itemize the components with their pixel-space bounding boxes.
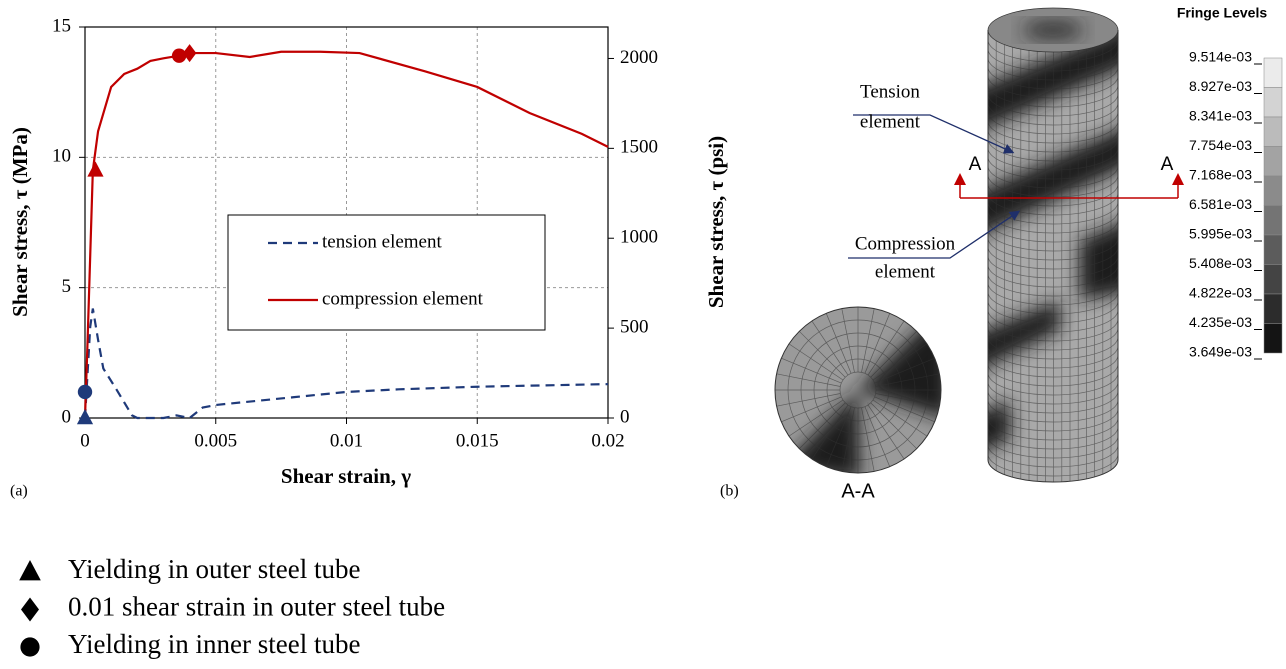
fringe-swatch <box>1264 147 1282 177</box>
annotation: Compression <box>855 233 956 254</box>
annotation: element <box>875 261 936 282</box>
fringe-label: 5.995e-03 <box>1189 226 1252 242</box>
marker <box>172 48 186 62</box>
fringe-swatch <box>1264 88 1282 118</box>
fringe-swatch <box>1264 206 1282 236</box>
fringe-label: 4.822e-03 <box>1189 285 1252 301</box>
marker <box>78 385 92 399</box>
fringe-label: 7.168e-03 <box>1189 167 1252 183</box>
y2-tick-label: 2000 <box>620 47 658 68</box>
y-tick-label: 0 <box>62 406 72 427</box>
fringe-swatch <box>1264 294 1282 324</box>
figure: 9.514e-03 8.927e-03 8.341e-03 7.754e-03 7.16… <box>0 0 1286 669</box>
legend-label: tension element <box>322 231 442 252</box>
legend-label: compression element <box>322 288 484 309</box>
mesh-line <box>988 481 1118 503</box>
section-mark: A <box>1161 154 1174 175</box>
fringe-label: 9.514e-03 <box>1189 49 1252 65</box>
panel-label: (a) <box>10 483 28 500</box>
x-axis-label: Shear strain, γ <box>281 464 411 488</box>
x-tick-label: 0.02 <box>591 430 624 451</box>
fringe-label: 7.754e-03 <box>1189 137 1252 153</box>
legend-symbol <box>21 598 39 622</box>
section-mark: A <box>969 154 982 175</box>
y2-tick-label: 1500 <box>620 137 658 158</box>
annotation: Tension <box>860 81 920 102</box>
annotation: element <box>860 111 921 132</box>
y-tick-label: 10 <box>52 146 71 167</box>
fringe-label: 5.408e-03 <box>1189 255 1252 271</box>
fringe-label: 8.927e-03 <box>1189 78 1252 94</box>
fringe-swatch <box>1264 117 1282 147</box>
legend-label: Yielding in outer steel tube <box>68 554 360 584</box>
marker <box>77 409 93 424</box>
y-tick-label: 15 <box>52 15 71 36</box>
legend-label: 0.01 shear strain in outer steel tube <box>68 592 445 622</box>
fringe-swatch <box>1264 58 1282 88</box>
y-tick-label: 5 <box>62 276 72 297</box>
legend-label: Yielding in inner steel tube <box>68 629 360 659</box>
x-tick-label: 0.01 <box>330 430 363 451</box>
fringe-swatch <box>1264 324 1282 354</box>
legend-symbol <box>19 560 41 580</box>
fringe-label: 8.341e-03 <box>1189 108 1252 124</box>
y2-tick-label: 1000 <box>620 227 658 248</box>
fringe-swatch <box>1264 176 1282 206</box>
y2-tick-label: 0 <box>620 406 630 427</box>
x-tick-label: 0.005 <box>194 430 237 451</box>
cylinder <box>960 0 1140 512</box>
fringe-swatch <box>1264 265 1282 295</box>
fringe-label: 6.581e-03 <box>1189 196 1252 212</box>
y2-axis-label: Shear stress, τ (psi) <box>704 136 728 308</box>
section-label: A-A <box>841 480 875 502</box>
cross-section <box>770 300 950 480</box>
fringe-swatch <box>1264 235 1282 265</box>
fringe-label: 4.235e-03 <box>1189 314 1252 330</box>
fringe-label: 3.649e-03 <box>1189 344 1252 360</box>
colorbar: 9.514e-03 8.927e-03 8.341e-03 7.754e-03 7.16… <box>1189 49 1282 360</box>
panel-label: (b) <box>720 483 739 500</box>
x-tick-label: 0.015 <box>456 430 499 451</box>
x-tick-label: 0 <box>80 430 90 451</box>
mesh-line <box>988 490 1118 512</box>
legend-symbol <box>20 637 39 656</box>
y2-tick-label: 500 <box>620 316 649 337</box>
marker <box>87 161 103 176</box>
fringe-title: Fringe Levels <box>1177 5 1267 21</box>
y-axis-label: Shear stress, τ (MPa) <box>8 127 32 317</box>
